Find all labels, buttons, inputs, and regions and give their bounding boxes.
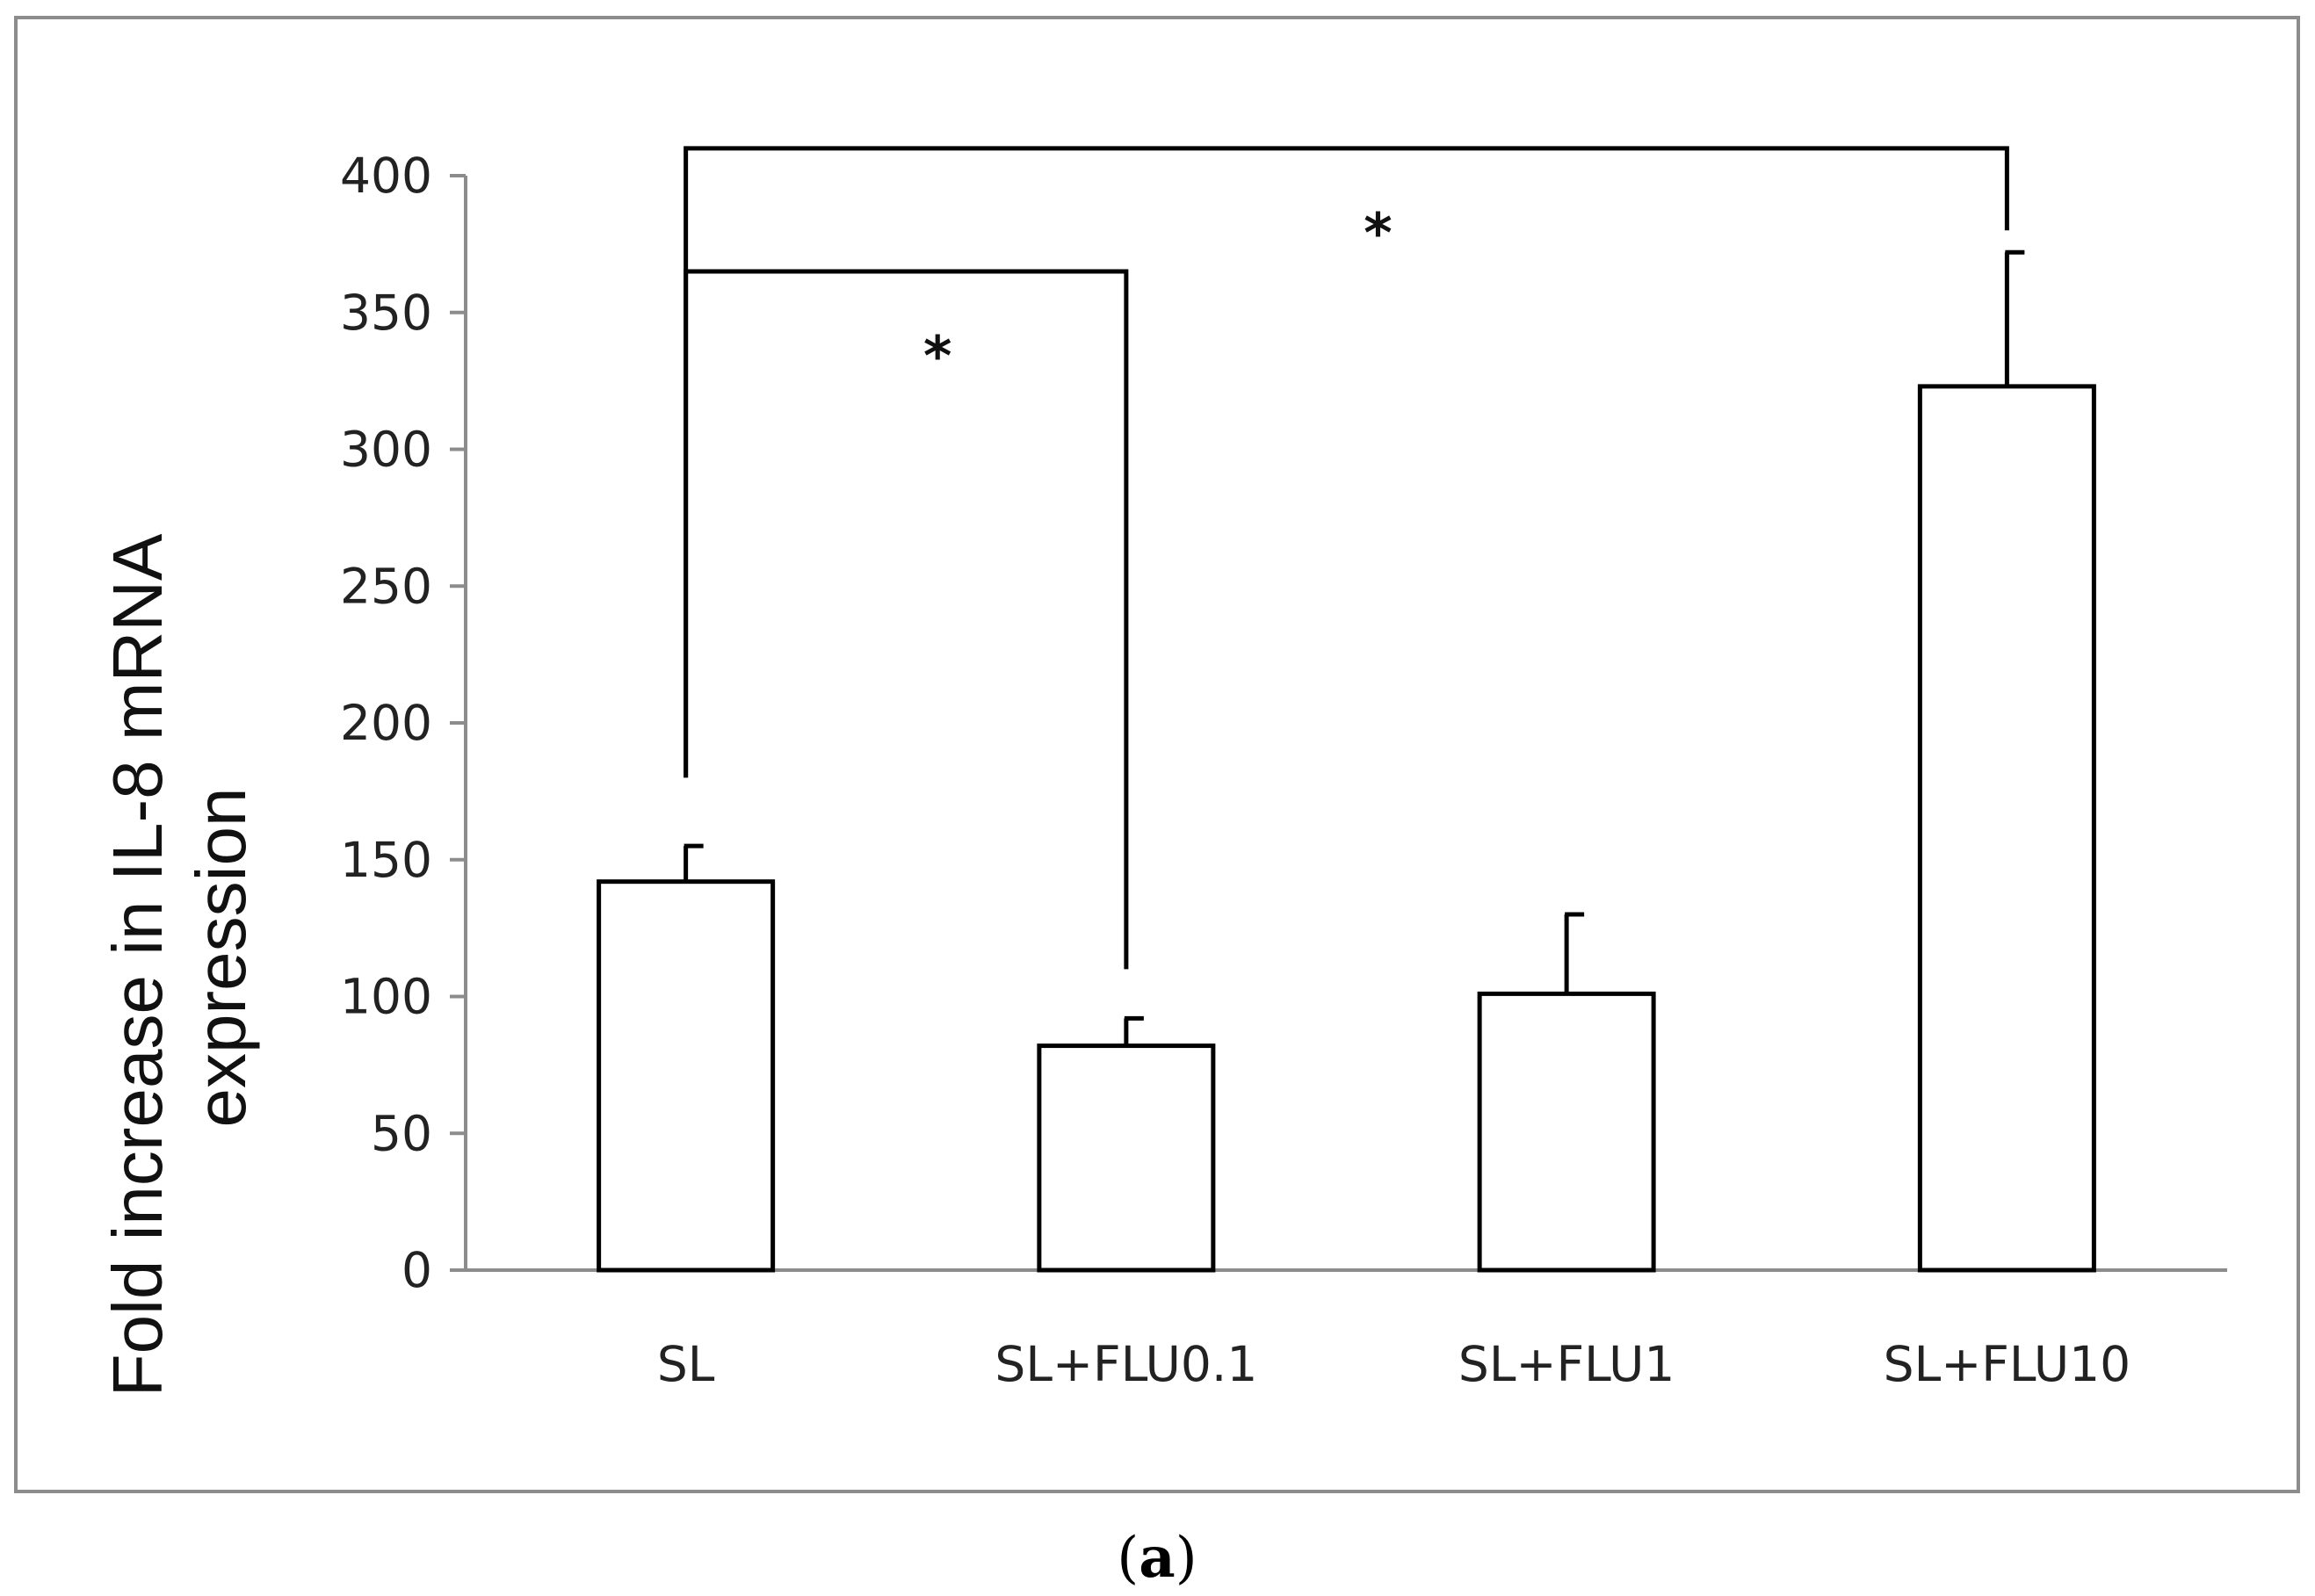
y-tick-label: 350 <box>340 285 432 341</box>
significance-star: * <box>923 324 951 388</box>
significance-bracket <box>684 146 2009 778</box>
category-labels: SL SL+FLU0.1 SL+FLU1 SL+FLU10 <box>657 1336 2131 1392</box>
y-tick-label: 50 <box>371 1105 432 1161</box>
y-tick-label: 200 <box>340 695 432 751</box>
caption-open: ( <box>1117 1526 1139 1591</box>
y-axis-label-line-1: Fold increase in IL-8 mRNA <box>98 533 177 1397</box>
significance-star: * <box>1364 201 1392 265</box>
category-label: SL+FLU1 <box>1458 1336 1675 1392</box>
y-axis-label-line-2: expression <box>182 788 260 1128</box>
error-bars <box>684 249 2025 1046</box>
category-label: SL+FLU10 <box>1884 1336 2131 1392</box>
y-tick-label: 300 <box>340 422 432 478</box>
bar <box>1917 384 2096 1273</box>
bar <box>1477 991 1656 1273</box>
caption-close: ) <box>1176 1526 1197 1591</box>
bar <box>597 879 776 1273</box>
y-tick-label: 150 <box>340 832 432 888</box>
y-axis-label: Fold increase in IL-8 mRNA expression <box>98 518 260 1397</box>
y-axis: 0 50 100 150 200 250 300 350 400 <box>340 148 467 1298</box>
figure-caption: (a) <box>1117 1525 1197 1591</box>
significance-brackets: ** <box>684 146 2009 970</box>
caption-letter: a <box>1139 1525 1175 1591</box>
y-tick-label: 250 <box>340 558 432 614</box>
category-label: SL+FLU0.1 <box>995 1336 1257 1392</box>
bars <box>597 384 2096 1273</box>
y-tick-label: 100 <box>340 969 432 1025</box>
bar <box>1037 1044 1216 1273</box>
y-tick-label: 400 <box>340 148 432 204</box>
category-label: SL <box>657 1336 715 1392</box>
y-tick-label: 0 <box>402 1242 432 1298</box>
